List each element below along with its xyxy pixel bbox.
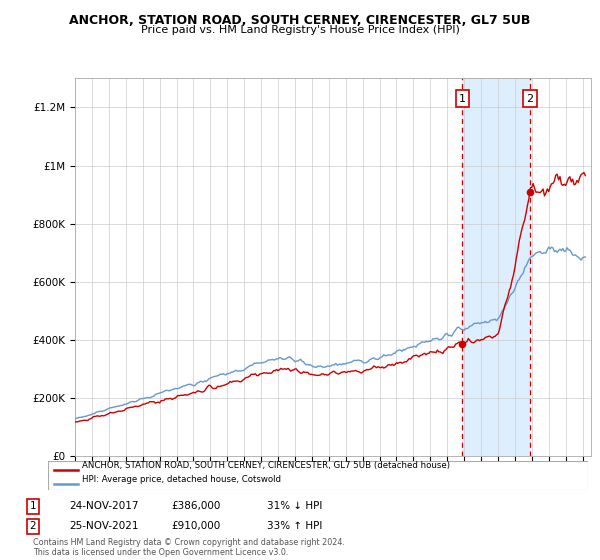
Text: Contains HM Land Registry data © Crown copyright and database right 2024.
This d: Contains HM Land Registry data © Crown c… [33,538,345,557]
Text: 33% ↑ HPI: 33% ↑ HPI [267,521,322,531]
Text: Price paid vs. HM Land Registry's House Price Index (HPI): Price paid vs. HM Land Registry's House … [140,25,460,35]
Text: 24-NOV-2017: 24-NOV-2017 [69,501,139,511]
Text: 1: 1 [459,94,466,104]
Text: 1: 1 [29,501,37,511]
Text: 2: 2 [527,94,533,104]
Text: ANCHOR, STATION ROAD, SOUTH CERNEY, CIRENCESTER, GL7 5UB: ANCHOR, STATION ROAD, SOUTH CERNEY, CIRE… [70,14,530,27]
Text: 31% ↓ HPI: 31% ↓ HPI [267,501,322,511]
Text: £386,000: £386,000 [171,501,220,511]
Text: 25-NOV-2021: 25-NOV-2021 [69,521,139,531]
Text: HPI: Average price, detached house, Cotswold: HPI: Average price, detached house, Cots… [82,475,281,484]
Bar [463,78,530,456]
Text: £910,000: £910,000 [171,521,220,531]
Text: 2: 2 [29,521,37,531]
Text: ANCHOR, STATION ROAD, SOUTH CERNEY, CIRENCESTER, GL7 5UB (detached house): ANCHOR, STATION ROAD, SOUTH CERNEY, CIRE… [82,461,450,470]
